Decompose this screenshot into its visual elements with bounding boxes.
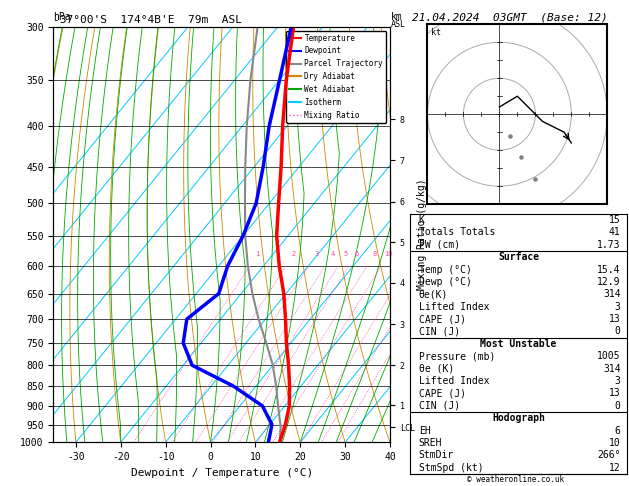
Text: 13: 13 <box>609 388 621 399</box>
Text: 314: 314 <box>603 289 621 299</box>
Text: StmDir: StmDir <box>419 450 454 460</box>
Text: CAPE (J): CAPE (J) <box>419 388 466 399</box>
Text: 6: 6 <box>615 426 621 435</box>
Text: CIN (J): CIN (J) <box>419 327 460 336</box>
Text: 12: 12 <box>609 463 621 473</box>
Text: CIN (J): CIN (J) <box>419 401 460 411</box>
Text: Totals Totals: Totals Totals <box>419 227 495 238</box>
Text: 3: 3 <box>314 251 318 257</box>
Text: 6: 6 <box>355 251 359 257</box>
Text: θe(K): θe(K) <box>419 289 448 299</box>
Point <box>530 175 540 183</box>
Text: Dewp (°C): Dewp (°C) <box>419 277 472 287</box>
Text: 4: 4 <box>331 251 335 257</box>
Text: hPa: hPa <box>53 12 71 22</box>
Text: 8: 8 <box>372 251 377 257</box>
Text: 15.4: 15.4 <box>597 264 621 275</box>
Text: StmSpd (kt): StmSpd (kt) <box>419 463 484 473</box>
Point <box>505 132 515 139</box>
Text: ASL: ASL <box>391 20 406 29</box>
Text: 266°: 266° <box>597 450 621 460</box>
Text: 10: 10 <box>609 438 621 448</box>
Text: CAPE (J): CAPE (J) <box>419 314 466 324</box>
Text: kt: kt <box>431 28 441 37</box>
Text: Hodograph: Hodograph <box>492 413 545 423</box>
Text: 41: 41 <box>609 227 621 238</box>
Text: -37°00'S  174°4B'E  79m  ASL: -37°00'S 174°4B'E 79m ASL <box>53 15 242 25</box>
Text: 314: 314 <box>603 364 621 374</box>
Text: EH: EH <box>419 426 430 435</box>
Text: 15: 15 <box>609 215 621 225</box>
Text: 1: 1 <box>255 251 260 257</box>
Text: 3: 3 <box>615 302 621 312</box>
Text: 13: 13 <box>609 314 621 324</box>
Text: 10: 10 <box>384 251 392 257</box>
Text: Pressure (mb): Pressure (mb) <box>419 351 495 361</box>
Legend: Temperature, Dewpoint, Parcel Trajectory, Dry Adiabat, Wet Adiabat, Isotherm, Mi: Temperature, Dewpoint, Parcel Trajectory… <box>286 31 386 122</box>
Text: © weatheronline.co.uk: © weatheronline.co.uk <box>467 474 564 484</box>
Text: Lifted Index: Lifted Index <box>419 376 489 386</box>
X-axis label: Dewpoint / Temperature (°C): Dewpoint / Temperature (°C) <box>131 468 313 478</box>
Text: 1005: 1005 <box>597 351 621 361</box>
Text: 1.73: 1.73 <box>597 240 621 250</box>
Text: 5: 5 <box>343 251 348 257</box>
Text: Lifted Index: Lifted Index <box>419 302 489 312</box>
Text: 0: 0 <box>615 401 621 411</box>
Text: 3: 3 <box>615 376 621 386</box>
Text: 21.04.2024  03GMT  (Base: 12): 21.04.2024 03GMT (Base: 12) <box>412 12 608 22</box>
Text: K: K <box>419 215 425 225</box>
Text: 0: 0 <box>615 327 621 336</box>
Text: Most Unstable: Most Unstable <box>481 339 557 349</box>
Point <box>516 154 526 161</box>
Text: 2: 2 <box>292 251 296 257</box>
Text: 12.9: 12.9 <box>597 277 621 287</box>
Text: km: km <box>391 12 403 22</box>
Text: θe (K): θe (K) <box>419 364 454 374</box>
Text: Surface: Surface <box>498 252 539 262</box>
Y-axis label: Mixing Ratio (g/kg): Mixing Ratio (g/kg) <box>418 179 428 290</box>
Text: Temp (°C): Temp (°C) <box>419 264 472 275</box>
Text: SREH: SREH <box>419 438 442 448</box>
Text: PW (cm): PW (cm) <box>419 240 460 250</box>
